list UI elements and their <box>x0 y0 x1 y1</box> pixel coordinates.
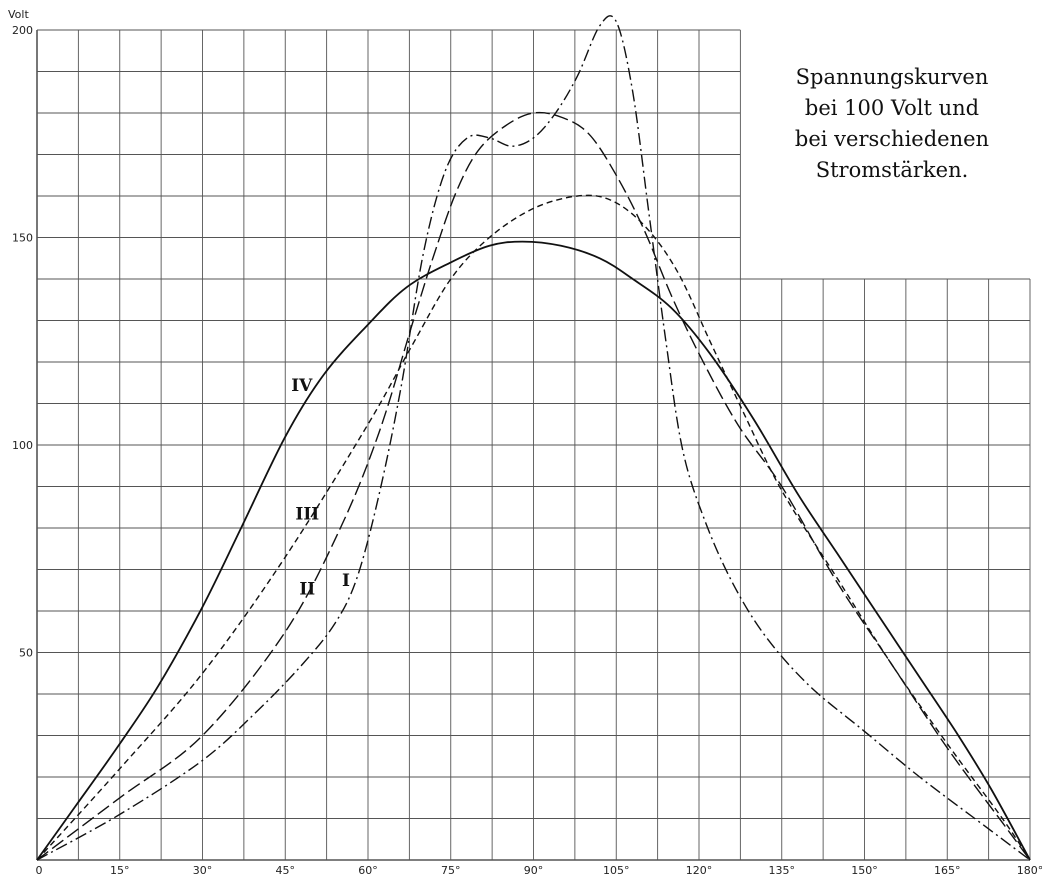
grid <box>36 29 1031 861</box>
curves <box>36 15 1031 861</box>
title-line-3: bei verschiedenen <box>794 127 990 151</box>
title-line-4: Stromstärken. <box>815 158 969 182</box>
x-tick-label: 135° <box>769 864 796 877</box>
y-axis-ticks: 50 100 150 200 <box>12 24 33 660</box>
x-tick-label: 165° <box>934 864 961 877</box>
series-label-III: III <box>295 505 319 525</box>
x-tick-label: 45° <box>276 864 296 877</box>
x-axis-ticks: 0 15° 30° 45° 60° 75° 90° 105° 120° 135° 150° 165° 1… <box>36 864 1042 877</box>
x-tick-label: 150° <box>851 864 878 877</box>
y-tick-label: 50 <box>19 647 33 660</box>
x-tick-label: 60° <box>358 864 378 877</box>
series-line-IV <box>36 240 1031 861</box>
y-tick-label: 200 <box>12 24 33 37</box>
y-tick-label: 150 <box>12 232 33 245</box>
x-tick-label: 180° <box>1017 864 1042 877</box>
title-line-1: Spannungskurven <box>795 65 989 89</box>
x-tick-label: 0 <box>36 864 43 877</box>
x-tick-label: 30° <box>193 864 213 877</box>
series-label-IV: IV <box>291 376 313 396</box>
title-line-2: bei 100 Volt und <box>804 96 980 120</box>
x-tick-label: 15° <box>110 864 130 877</box>
x-tick-label: 90° <box>524 864 544 877</box>
x-tick-label: 75° <box>441 864 461 877</box>
x-tick-label: 105° <box>603 864 630 877</box>
x-tick-label: 120° <box>686 864 713 877</box>
chart-title: Spannungskurven bei 100 Volt und bei ver… <box>772 62 1012 186</box>
series-line-I <box>36 15 1031 861</box>
y-axis-label: Volt <box>8 8 29 21</box>
y-tick-label: 100 <box>12 439 33 452</box>
series-label-I: I <box>342 571 350 591</box>
series-label-II: II <box>299 579 315 599</box>
series-line-II <box>36 111 1031 861</box>
